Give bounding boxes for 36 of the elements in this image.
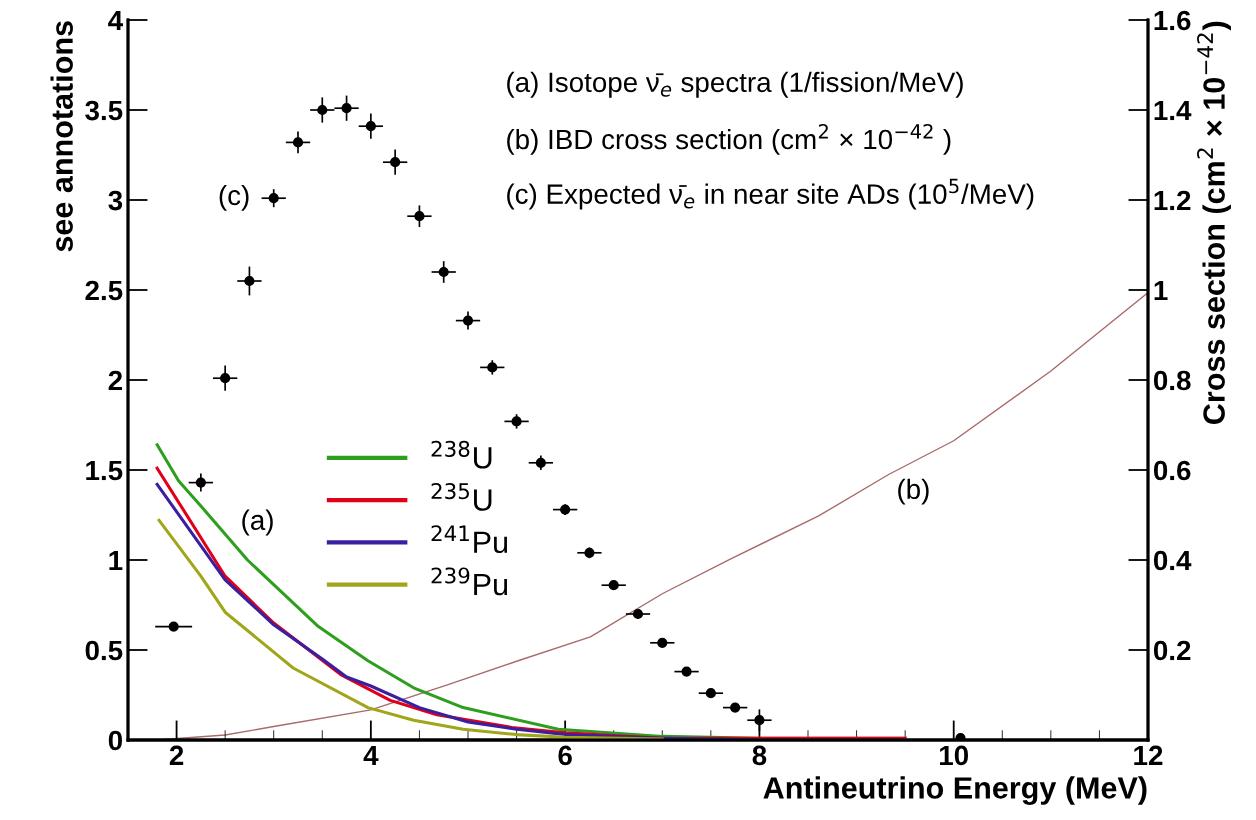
- x-tick-label: 4: [363, 745, 379, 765]
- y-tick-label: 1.5: [86, 460, 123, 481]
- y-axis-title: see annotations: [50, 21, 73, 252]
- y-tick-label: 3: [108, 190, 123, 211]
- legend-label: $^{241}$Pu: [431, 525, 508, 554]
- y-tick-label: 2.5: [85, 280, 123, 301]
- y-tick-label: 1: [109, 550, 123, 571]
- x-tick-label: 10: [940, 745, 969, 766]
- annotation: (b): [898, 478, 929, 505]
- y2-axis-title: Cross section (cm$^{2}$ × 10$^{−42}$): [1197, 21, 1231, 424]
- y2-tick-label: 0.2: [1153, 640, 1191, 661]
- y-tick-label: 2: [108, 370, 123, 391]
- annotation: (c) Expected ν̄$_{e}$ in near site ADs (10$^{5}$/MeV): [507, 178, 1034, 210]
- y-tick-label: 4: [108, 10, 123, 31]
- annotation: (a) Isotope ν̄$_{e}$ spectra (1/fission/MeV): [507, 71, 963, 98]
- x-tick-label: 12: [1134, 745, 1163, 765]
- y2-tick-label: 0.4: [1153, 550, 1192, 571]
- legend-label: $^{239}$Pu: [431, 567, 508, 596]
- annotation: (b) IBD cross section (cm$^{2}$ × 10$^{−42}$ ): [507, 123, 951, 155]
- y-tick-label: 0: [108, 730, 122, 751]
- legend-label: $^{235}$U: [431, 482, 492, 511]
- y-tick-label: 3.5: [85, 100, 123, 121]
- x-axis-title: Antineutrino Energy (MeV): [763, 776, 1147, 805]
- y2-tick-label: 0.6: [1153, 460, 1191, 481]
- legend-label: $^{238}$U: [431, 440, 492, 469]
- y2-tick-label: 1: [1154, 280, 1168, 301]
- x-tick-label: 2: [169, 745, 184, 765]
- y2-tick-label: 1.4: [1154, 100, 1192, 121]
- y-tick-label: 0.5: [85, 640, 123, 661]
- y2-tick-label: 0.8: [1153, 370, 1191, 391]
- annotation: (c): [219, 184, 249, 211]
- x-tick-label: 8: [752, 745, 767, 766]
- annotation: (a): [242, 509, 273, 536]
- y2-tick-label: 1.6: [1154, 10, 1191, 31]
- y2-tick-label: 1.2: [1154, 190, 1191, 211]
- x-tick-label: 6: [558, 745, 572, 766]
